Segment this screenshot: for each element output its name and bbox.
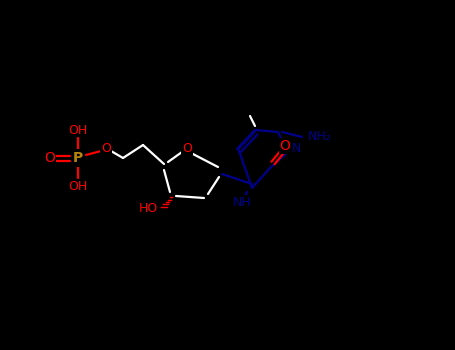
Text: N: N — [291, 141, 301, 154]
Text: P: P — [73, 151, 83, 165]
Text: O: O — [182, 141, 192, 154]
Text: O: O — [45, 151, 56, 165]
Text: OH: OH — [68, 180, 88, 193]
Text: OH: OH — [68, 124, 88, 136]
Text: O: O — [101, 141, 111, 154]
Text: NH: NH — [233, 196, 251, 209]
Text: HO: HO — [138, 202, 157, 215]
Text: NH₂: NH₂ — [308, 131, 332, 144]
Text: O: O — [279, 139, 290, 153]
